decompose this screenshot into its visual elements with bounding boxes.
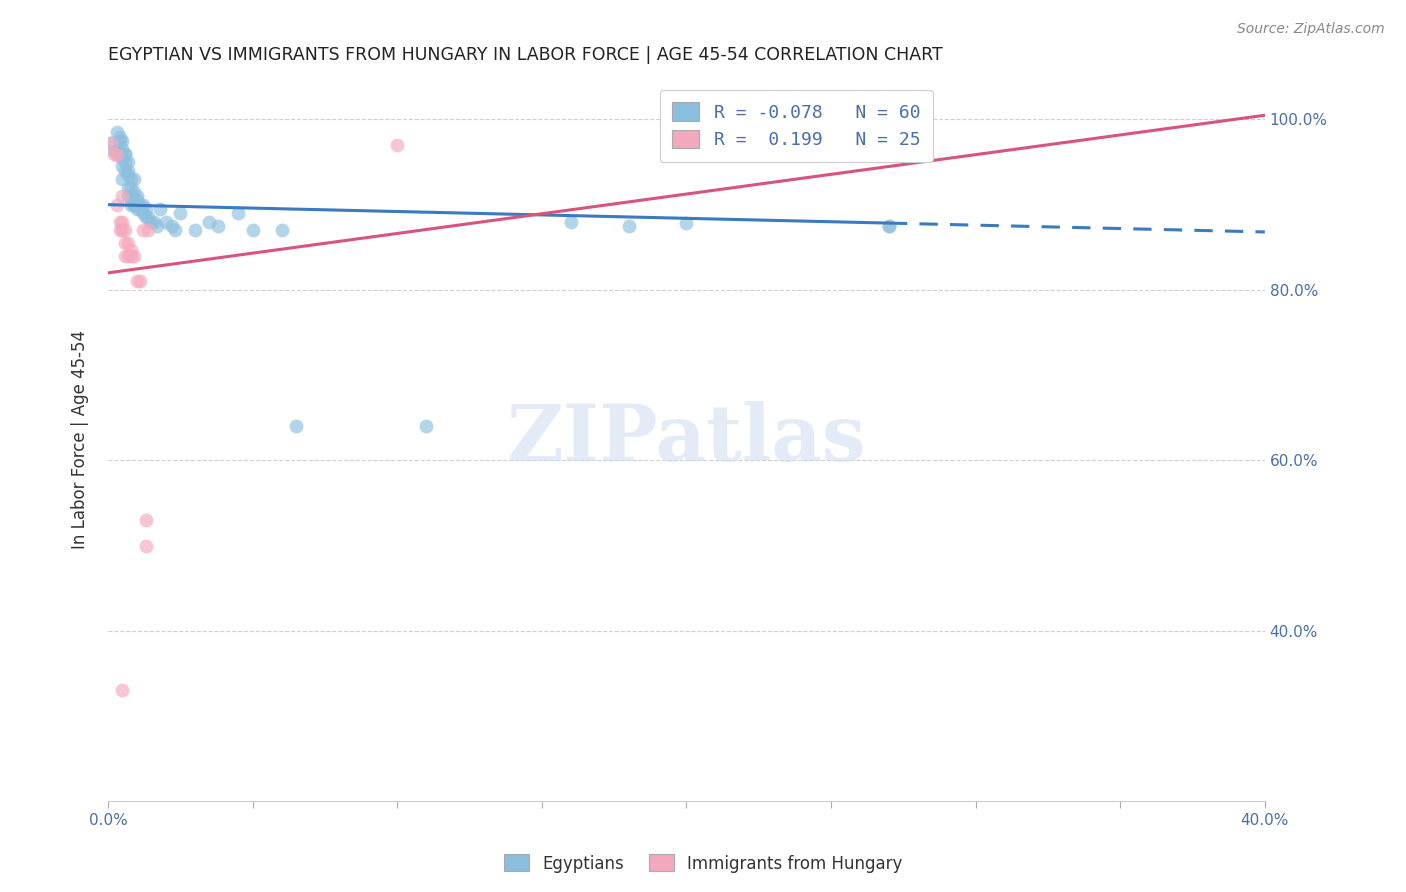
- Point: [117, 180, 139, 194]
- Point: [117, 163, 139, 178]
- Point: [163, 223, 186, 237]
- Point: [105, 144, 128, 158]
- Point: [128, 197, 150, 211]
- Point: [141, 215, 163, 229]
- Point: [138, 211, 160, 225]
- Point: [103, 144, 125, 158]
- Point: [114, 223, 136, 237]
- Point: [114, 249, 136, 263]
- Point: [128, 274, 150, 288]
- Point: [125, 189, 148, 203]
- Point: [122, 185, 145, 199]
- Point: [184, 223, 207, 237]
- Point: [111, 172, 134, 186]
- Point: [114, 146, 136, 161]
- Point: [111, 142, 134, 156]
- Point: [108, 129, 131, 144]
- Point: [117, 235, 139, 250]
- Point: [120, 243, 142, 257]
- Point: [169, 206, 191, 220]
- Point: [117, 189, 139, 203]
- Point: [131, 197, 153, 211]
- Point: [242, 223, 264, 237]
- Point: [111, 215, 134, 229]
- Y-axis label: In Labor Force | Age 45-54: In Labor Force | Age 45-54: [72, 329, 89, 549]
- Point: [285, 419, 308, 434]
- Point: [114, 155, 136, 169]
- Point: [105, 197, 128, 211]
- Point: [198, 215, 221, 229]
- Point: [120, 180, 142, 194]
- Point: [117, 249, 139, 263]
- Point: [149, 202, 172, 216]
- Point: [117, 155, 139, 169]
- Point: [120, 249, 142, 263]
- Point: [105, 148, 128, 162]
- Point: [135, 513, 157, 527]
- Point: [560, 215, 582, 229]
- Point: [125, 194, 148, 208]
- Point: [114, 163, 136, 178]
- Point: [131, 223, 153, 237]
- Point: [128, 202, 150, 216]
- Point: [105, 125, 128, 139]
- Point: [135, 539, 157, 553]
- Point: [135, 202, 157, 216]
- Point: [111, 151, 134, 165]
- Point: [100, 136, 122, 151]
- Point: [120, 189, 142, 203]
- Point: [226, 206, 249, 220]
- Point: [108, 134, 131, 148]
- Text: ZIPatlas: ZIPatlas: [506, 401, 866, 477]
- Point: [120, 172, 142, 186]
- Point: [155, 215, 177, 229]
- Point: [114, 235, 136, 250]
- Text: Source: ZipAtlas.com: Source: ZipAtlas.com: [1237, 22, 1385, 37]
- Point: [125, 202, 148, 216]
- Point: [111, 134, 134, 148]
- Point: [108, 223, 131, 237]
- Point: [415, 419, 437, 434]
- Point: [111, 159, 134, 173]
- Point: [138, 223, 160, 237]
- Point: [877, 219, 900, 233]
- Point: [122, 197, 145, 211]
- Point: [111, 683, 134, 698]
- Point: [387, 138, 409, 153]
- Legend: R = -0.078   N = 60, R =  0.199   N = 25: R = -0.078 N = 60, R = 0.199 N = 25: [659, 89, 934, 161]
- Text: EGYPTIAN VS IMMIGRANTS FROM HUNGARY IN LABOR FORCE | AGE 45-54 CORRELATION CHART: EGYPTIAN VS IMMIGRANTS FROM HUNGARY IN L…: [108, 46, 943, 64]
- Point: [108, 215, 131, 229]
- Legend: Egyptians, Immigrants from Hungary: Egyptians, Immigrants from Hungary: [496, 847, 910, 880]
- Point: [675, 216, 697, 230]
- Point: [114, 146, 136, 161]
- Point: [207, 219, 229, 233]
- Point: [122, 172, 145, 186]
- Point: [877, 219, 900, 233]
- Point: [100, 136, 122, 151]
- Point: [143, 215, 166, 229]
- Point: [131, 206, 153, 220]
- Point: [108, 146, 131, 161]
- Point: [160, 219, 183, 233]
- Point: [111, 189, 134, 203]
- Point: [120, 197, 142, 211]
- Point: [617, 219, 640, 233]
- Point: [111, 223, 134, 237]
- Point: [146, 219, 169, 233]
- Point: [270, 223, 292, 237]
- Point: [117, 168, 139, 182]
- Point: [103, 146, 125, 161]
- Point: [122, 197, 145, 211]
- Point: [122, 249, 145, 263]
- Point: [125, 274, 148, 288]
- Point: [135, 211, 157, 225]
